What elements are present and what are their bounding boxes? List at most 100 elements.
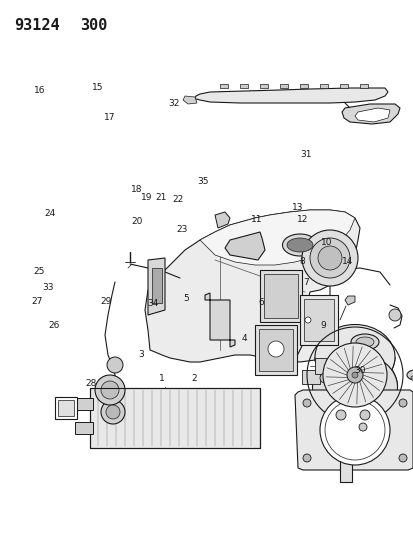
Text: 9: 9 — [319, 321, 325, 329]
Polygon shape — [219, 84, 228, 88]
Text: 1: 1 — [158, 374, 164, 383]
Text: 15: 15 — [91, 84, 103, 92]
Bar — [90, 388, 259, 448]
Polygon shape — [147, 258, 165, 315]
Polygon shape — [354, 108, 389, 122]
Bar — [259, 270, 301, 322]
Circle shape — [388, 309, 400, 321]
Polygon shape — [240, 84, 247, 88]
Circle shape — [107, 357, 123, 373]
Text: 20: 20 — [131, 217, 142, 225]
Ellipse shape — [406, 370, 413, 380]
Text: 22: 22 — [172, 196, 183, 204]
Ellipse shape — [355, 337, 373, 347]
Ellipse shape — [312, 353, 396, 421]
Text: 33: 33 — [42, 284, 53, 292]
Circle shape — [358, 423, 366, 431]
Circle shape — [302, 454, 310, 462]
Text: 34: 34 — [147, 300, 159, 308]
Bar — [299, 295, 337, 345]
Circle shape — [309, 238, 349, 278]
Ellipse shape — [350, 334, 378, 350]
Polygon shape — [259, 84, 267, 88]
Circle shape — [322, 343, 386, 407]
Polygon shape — [224, 232, 264, 260]
Bar — [259, 329, 292, 371]
Polygon shape — [359, 84, 367, 88]
Polygon shape — [299, 84, 307, 88]
Text: 23: 23 — [176, 225, 188, 233]
Circle shape — [106, 405, 120, 419]
Circle shape — [301, 230, 357, 286]
Circle shape — [101, 400, 125, 424]
Text: 31: 31 — [300, 150, 311, 159]
Bar — [303, 299, 333, 341]
Text: 7: 7 — [303, 278, 309, 287]
Ellipse shape — [286, 238, 312, 252]
Circle shape — [317, 246, 341, 270]
Ellipse shape — [282, 234, 317, 256]
Text: 30: 30 — [354, 366, 365, 375]
Circle shape — [335, 410, 345, 420]
Circle shape — [95, 375, 125, 405]
Polygon shape — [183, 96, 197, 104]
Polygon shape — [214, 212, 230, 228]
Polygon shape — [344, 296, 354, 305]
Circle shape — [267, 341, 283, 357]
Text: 17: 17 — [104, 113, 115, 122]
Polygon shape — [341, 104, 399, 124]
Polygon shape — [145, 210, 359, 362]
Circle shape — [319, 373, 329, 383]
Text: 8: 8 — [299, 257, 304, 265]
Bar — [263, 274, 297, 318]
Text: 29: 29 — [100, 297, 111, 305]
Text: 10: 10 — [320, 238, 332, 247]
Polygon shape — [199, 210, 354, 265]
Text: 18: 18 — [131, 185, 142, 193]
Bar — [152, 268, 161, 303]
Circle shape — [398, 454, 406, 462]
Ellipse shape — [314, 325, 394, 390]
Text: 5: 5 — [183, 294, 189, 303]
Bar — [75, 398, 93, 410]
Polygon shape — [319, 84, 327, 88]
Circle shape — [359, 410, 369, 420]
Text: 27: 27 — [31, 297, 43, 305]
Text: 16: 16 — [33, 86, 45, 95]
Bar — [339, 430, 351, 482]
Circle shape — [304, 317, 310, 323]
Circle shape — [351, 372, 357, 378]
Bar — [58, 400, 74, 416]
Text: 21: 21 — [155, 193, 167, 201]
Text: 25: 25 — [33, 268, 45, 276]
Circle shape — [346, 367, 362, 383]
Text: 4: 4 — [241, 334, 247, 343]
Bar — [55, 397, 77, 419]
Bar — [301, 370, 319, 384]
Ellipse shape — [410, 376, 413, 381]
Text: 11: 11 — [250, 215, 262, 224]
Bar — [314, 358, 326, 374]
Text: 35: 35 — [197, 177, 208, 185]
Text: 2: 2 — [191, 374, 197, 383]
Circle shape — [398, 399, 406, 407]
Text: 12: 12 — [296, 215, 307, 224]
Text: 13: 13 — [292, 204, 303, 212]
Polygon shape — [339, 84, 347, 88]
Text: 26: 26 — [48, 321, 59, 329]
Bar — [75, 422, 93, 434]
Circle shape — [302, 399, 310, 407]
Bar — [254, 325, 296, 375]
Text: 300: 300 — [80, 18, 107, 33]
Text: 6: 6 — [257, 298, 263, 306]
Polygon shape — [279, 84, 287, 88]
Bar — [90, 388, 259, 448]
Text: 28: 28 — [85, 379, 97, 388]
Polygon shape — [204, 293, 235, 347]
Text: 19: 19 — [141, 193, 152, 201]
Polygon shape — [195, 88, 387, 103]
Circle shape — [319, 395, 389, 465]
Circle shape — [101, 381, 119, 399]
Text: 24: 24 — [44, 209, 55, 217]
Polygon shape — [294, 390, 412, 470]
